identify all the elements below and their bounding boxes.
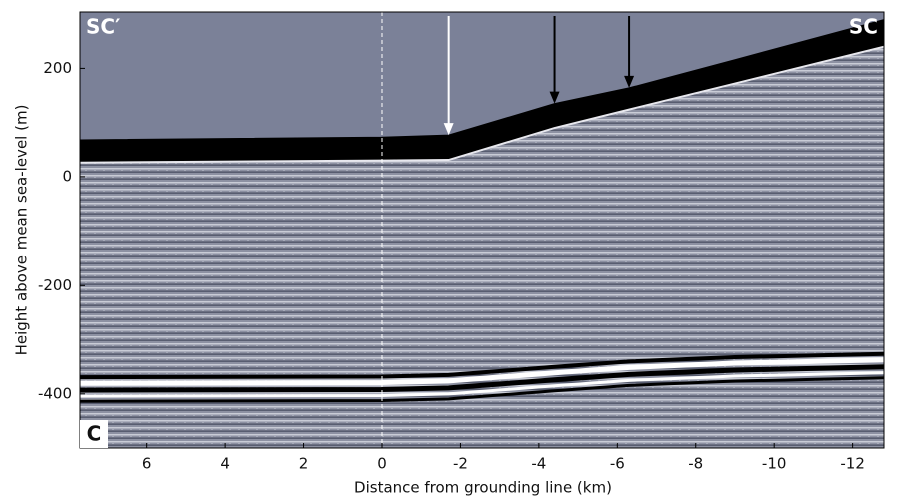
y-tick-label: -200 [38, 276, 72, 294]
x-tick-label: -8 [688, 455, 703, 473]
surface-line [80, 19, 884, 141]
y-axis-label: Height above mean sea-level (m) [13, 105, 31, 356]
y-tick-label: -400 [38, 384, 72, 402]
y-tick-label: 0 [62, 167, 72, 185]
x-tick-label: -10 [762, 455, 787, 473]
left-label: SC′ [86, 15, 120, 39]
frame [79, 11, 885, 449]
arrow [624, 16, 635, 88]
x-tick-label: 0 [377, 455, 387, 473]
bed-band [80, 364, 884, 393]
panel-label: C [87, 422, 102, 446]
plot-area [80, 12, 884, 448]
bed-band [80, 371, 884, 398]
air [80, 12, 884, 140]
x-tick-label: 4 [220, 455, 230, 473]
x-tick-label: -6 [610, 455, 625, 473]
x-tick-label: 6 [142, 455, 152, 473]
bed-line [80, 357, 884, 386]
y-tick-label: 200 [43, 59, 72, 77]
arrow [549, 16, 560, 104]
x-tick-label: -2 [453, 455, 468, 473]
x-tick-label: -12 [840, 455, 865, 473]
x-tick-label: -4 [531, 455, 546, 473]
ice-layer [80, 19, 884, 163]
x-tick-label: 2 [299, 455, 309, 473]
x-axis-label: Distance from grounding line (km) [354, 479, 612, 497]
arrow-head [624, 75, 635, 88]
arrow-head [549, 91, 560, 104]
panel-label-box [80, 420, 108, 448]
arrow-head [443, 123, 454, 136]
right-label: SC [849, 15, 878, 39]
arrow [443, 16, 454, 136]
